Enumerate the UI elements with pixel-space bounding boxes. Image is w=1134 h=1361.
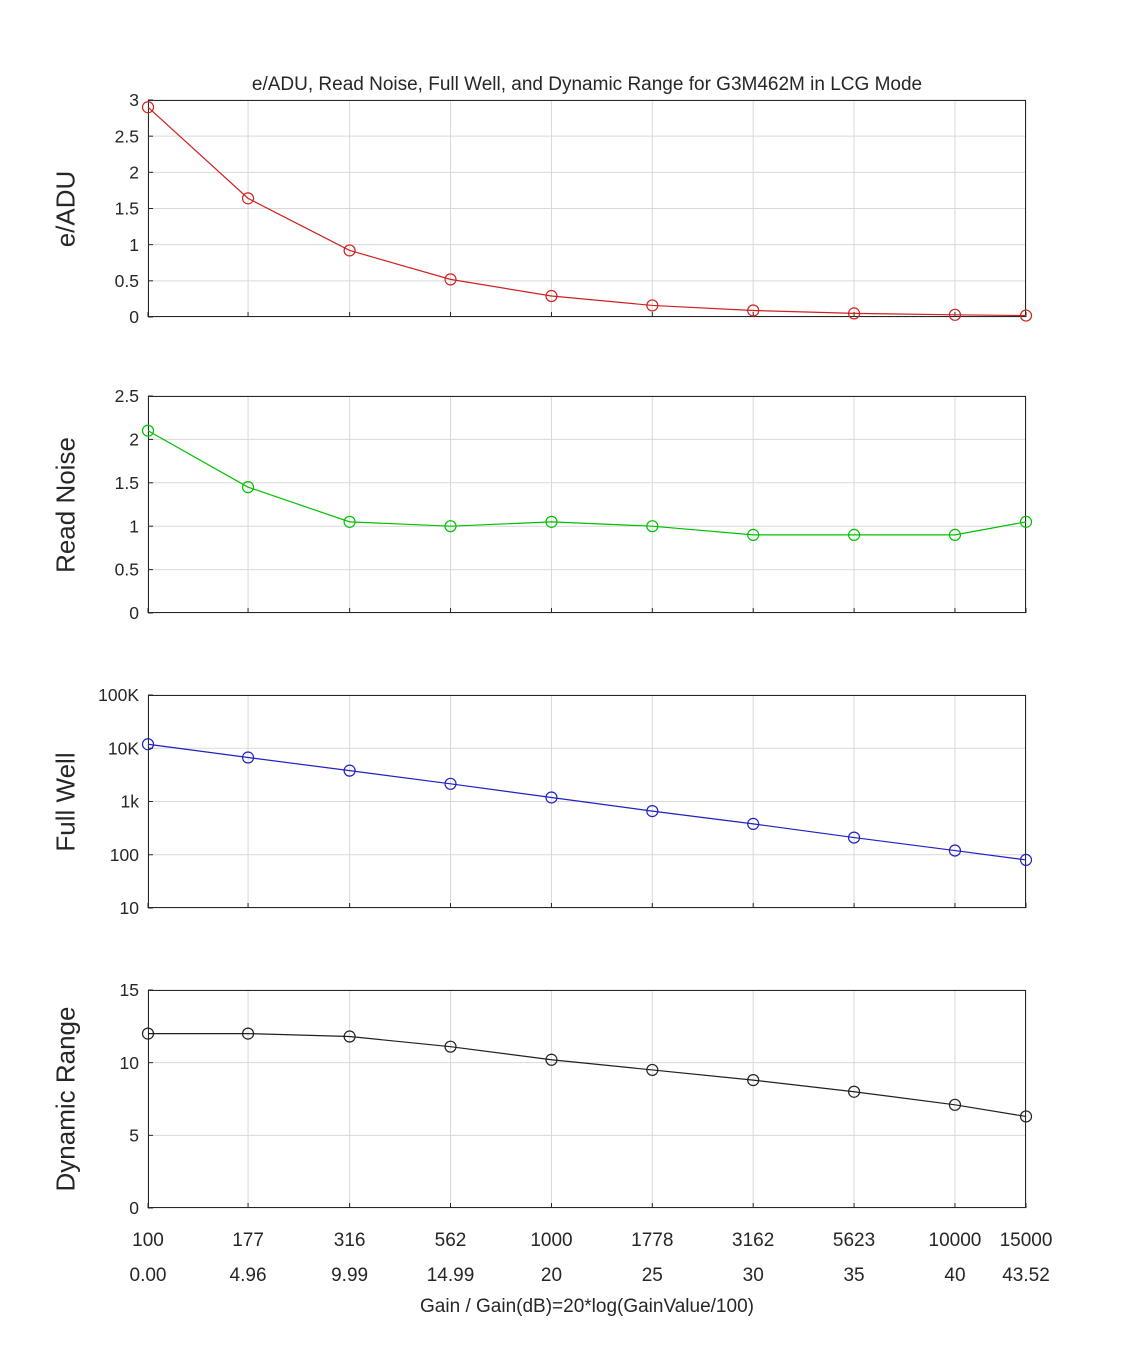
x-tick-label-db: 35 — [843, 1265, 864, 1286]
x-tick-label-gain: 100 — [132, 1230, 164, 1251]
data-marker — [141, 424, 155, 437]
data-marker — [747, 304, 760, 317]
axes-box — [148, 990, 1026, 1208]
data-marker — [646, 520, 659, 533]
data-marker — [545, 791, 558, 804]
y-tick-label: 0 — [129, 1198, 139, 1218]
y-tick-label: 100 — [110, 845, 139, 865]
x-tick-label-db: 43.52 — [1002, 1265, 1050, 1286]
data-marker — [343, 1030, 356, 1043]
y-tick-label: 10 — [120, 1053, 140, 1073]
y-tick-label: 0 — [129, 307, 139, 327]
x-tick-label-db: 20 — [541, 1265, 562, 1286]
ylabel-dynamic-range: Dynamic Range — [50, 1006, 81, 1192]
data-marker — [1019, 309, 1033, 322]
x-tick-label-gain: 3162 — [732, 1230, 774, 1251]
series-line — [147, 743, 1027, 861]
data-marker — [343, 764, 356, 777]
x-tick-label-db: 30 — [743, 1265, 764, 1286]
data-marker — [545, 515, 558, 528]
x-tick-label-db: 9.99 — [331, 1265, 368, 1286]
xlabel: Gain / Gain(dB)=20*log(GainValue/100) — [420, 1296, 754, 1317]
y-tick-label: 1.5 — [115, 199, 139, 219]
data-marker — [646, 1063, 659, 1077]
data-marker — [444, 777, 457, 790]
data-marker — [1019, 515, 1033, 528]
data-marker — [847, 831, 861, 844]
x-tick-label-gain: 15000 — [1000, 1230, 1053, 1251]
y-tick-label: 1 — [129, 235, 139, 255]
series-line — [147, 106, 1027, 317]
data-marker — [1019, 853, 1033, 867]
axes-box — [148, 396, 1026, 613]
y-tick-label: 3 — [129, 90, 139, 110]
data-marker — [545, 1053, 558, 1066]
y-tick-label: 10K — [108, 738, 139, 758]
ylabel-full-well: Full Well — [50, 752, 81, 852]
plot-2: 10 100 1k 10K 100K — [98, 685, 1033, 918]
data-marker — [444, 1040, 457, 1053]
data-marker — [847, 307, 861, 320]
data-marker — [241, 751, 255, 764]
data-marker — [948, 528, 962, 541]
y-tick-label: 2 — [129, 162, 139, 182]
data-marker — [948, 844, 962, 857]
data-marker — [545, 289, 558, 303]
data-marker — [747, 817, 760, 830]
data-marker — [646, 805, 659, 818]
series-line — [147, 430, 1027, 536]
data-marker — [241, 192, 255, 205]
y-tick-label: 2.5 — [115, 126, 139, 146]
plot-0: 0 0.5 1 1.5 2 2.5 3 — [115, 90, 1033, 327]
x-tick-label-db: 25 — [642, 1265, 663, 1286]
x-tick-label-gain: 5623 — [833, 1230, 875, 1251]
chart-title: e/ADU, Read Noise, Full Well, and Dynami… — [251, 74, 923, 95]
ylabel-eadu: e/ADU — [50, 170, 81, 248]
y-tick-label: 1k — [121, 792, 140, 812]
data-marker — [141, 101, 155, 114]
data-marker — [241, 481, 255, 494]
data-marker — [343, 515, 356, 528]
data-marker — [444, 520, 457, 533]
plot-3: 0 5 10 15 100 0.00 177 4.96 316 9.99 562 14.99 1000 2… — [120, 980, 1053, 1286]
ylabel-read-noise: Read Noise — [50, 437, 81, 573]
plot-1: 0 0.5 1 1.5 2 2.5 — [115, 386, 1033, 623]
y-tick-label: 2.5 — [115, 386, 139, 406]
series-line — [148, 1032, 1027, 1118]
y-tick-label: 15 — [120, 980, 139, 1000]
data-marker — [1019, 1110, 1033, 1123]
x-tick-label-db: 0.00 — [130, 1265, 167, 1286]
data-marker — [847, 1085, 861, 1098]
y-tick-label: 1 — [129, 516, 139, 536]
y-tick-label: 1.5 — [115, 473, 139, 493]
y-tick-label: 5 — [129, 1125, 139, 1145]
x-tick-label-gain: 10000 — [929, 1230, 982, 1251]
x-tick-label-gain: 1000 — [530, 1230, 572, 1251]
data-marker — [747, 528, 760, 541]
x-tick-label-db: 4.96 — [230, 1265, 267, 1286]
data-marker — [847, 528, 861, 541]
x-tick-label-gain: 562 — [435, 1230, 467, 1251]
data-marker — [241, 1027, 255, 1040]
data-marker — [948, 1098, 962, 1111]
y-tick-label: 0.5 — [115, 560, 139, 580]
y-tick-label: 2 — [129, 430, 139, 450]
data-marker — [747, 1074, 760, 1087]
x-tick-label-gain: 177 — [232, 1230, 264, 1251]
data-marker — [141, 1027, 155, 1040]
x-tick-label-db: 40 — [944, 1265, 965, 1286]
data-marker — [948, 308, 962, 321]
y-tick-label: 0.5 — [115, 271, 139, 291]
x-tick-label-gain: 1778 — [631, 1230, 673, 1251]
data-marker — [141, 738, 155, 751]
x-tick-label-db: 14.99 — [427, 1265, 475, 1286]
y-tick-label: 0 — [129, 603, 139, 623]
data-marker — [343, 244, 356, 257]
data-marker — [646, 299, 659, 312]
x-tick-label-gain: 316 — [334, 1230, 366, 1251]
y-tick-label: 10 — [120, 898, 140, 918]
data-marker — [444, 273, 457, 286]
y-tick-label: 100K — [98, 685, 139, 705]
